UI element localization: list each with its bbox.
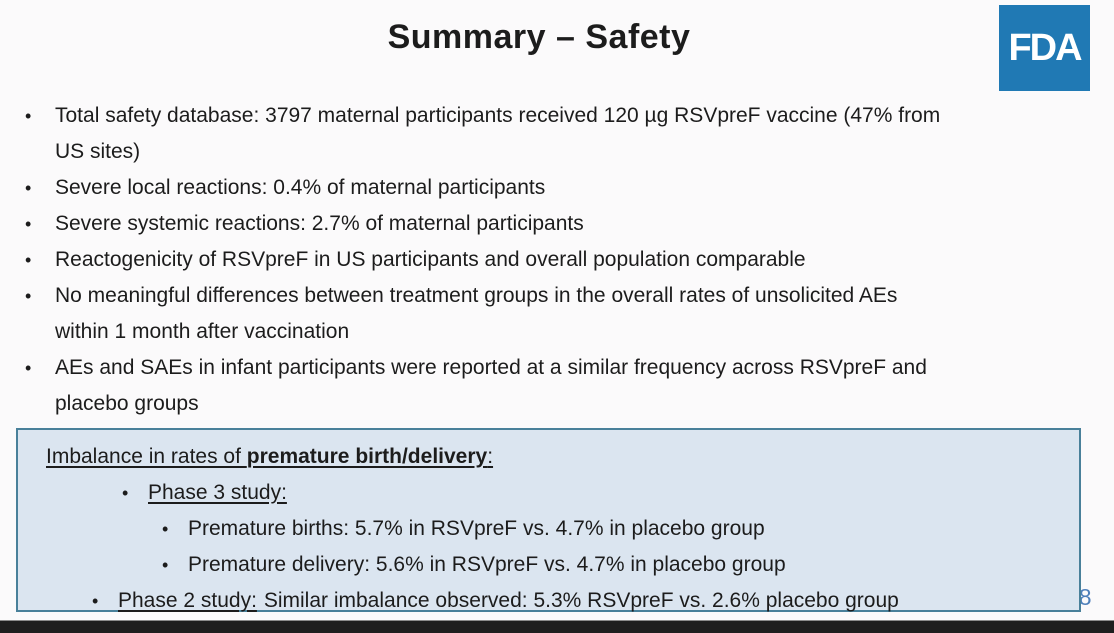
list-item: • AEs and SAEs in infant participants we…	[0, 350, 1090, 422]
list-item: • No meaningful differences between trea…	[0, 278, 1090, 350]
fda-logo: FDA	[999, 5, 1090, 91]
bullet-text-total-safety-database: Total safety database: 3797 maternal par…	[55, 104, 941, 163]
bullet-text-severe-local-reactions: Severe local reactions: 0.4% of maternal…	[55, 176, 546, 199]
bullet-icon: •	[122, 483, 129, 503]
list-item: • Reactogenicity of RSVpreF in US partic…	[0, 242, 1090, 278]
imbalance-heading: Imbalance in rates of premature birth/de…	[46, 439, 1079, 475]
imbalance-heading-prefix: Imbalance in rates of	[46, 445, 247, 468]
bullet-icon: •	[25, 250, 32, 270]
premature-births-text: Premature births: 5.7% in RSVpreF vs. 4.…	[188, 517, 765, 540]
premature-delivery-item: • Premature delivery: 5.6% in RSVpreF vs…	[18, 547, 1079, 583]
bullet-icon: •	[25, 286, 32, 306]
imbalance-heading-emphasis: premature birth/delivery	[246, 445, 488, 468]
bullet-text-severe-systemic-reactions: Severe systemic reactions: 2.7% of mater…	[55, 212, 584, 235]
bullet-icon: •	[25, 358, 32, 378]
bullet-text-reactogenicity: Reactogenicity of RSVpreF in US particip…	[55, 248, 806, 271]
phase-3-study-item: • Phase 3 study:	[18, 475, 1079, 511]
summary-bullet-list: • Total safety database: 3797 maternal p…	[0, 98, 1090, 422]
bullet-text-unsolicited-aes: No meaningful differences between treatm…	[55, 284, 898, 343]
premature-delivery-text: Premature delivery: 5.6% in RSVpreF vs. …	[188, 553, 786, 576]
premature-births-item: • Premature births: 5.7% in RSVpreF vs. …	[18, 511, 1079, 547]
list-item: • Severe systemic reactions: 2.7% of mat…	[0, 206, 1090, 242]
phase-2-study-item: • Phase 2 study: Similar imbalance obser…	[18, 583, 1079, 619]
bullet-icon: •	[162, 519, 169, 539]
bullet-text-infant-aes-saes: AEs and SAEs in infant participants were…	[55, 356, 927, 415]
fda-logo-text: FDA	[1008, 26, 1082, 69]
list-item: • Severe local reactions: 0.4% of matern…	[0, 170, 1090, 206]
bullet-icon: •	[92, 591, 99, 611]
bullet-icon: •	[162, 555, 169, 575]
bullet-icon: •	[25, 214, 32, 234]
phase-3-study-label: Phase 3 study:	[148, 481, 287, 504]
page-title: Summary – Safety	[387, 18, 691, 56]
imbalance-callout-box: Imbalance in rates of premature birth/de…	[16, 428, 1081, 612]
bullet-icon: •	[25, 106, 32, 126]
phase-2-study-text: Similar imbalance observed: 5.3% RSVpreF…	[263, 589, 899, 612]
phase-2-study-label: Phase 2 study:	[118, 589, 257, 612]
imbalance-heading-colon: :	[487, 445, 494, 468]
bullet-icon: •	[25, 178, 32, 198]
list-item: • Total safety database: 3797 maternal p…	[0, 98, 1090, 170]
video-letterbox-bar	[0, 620, 1114, 633]
